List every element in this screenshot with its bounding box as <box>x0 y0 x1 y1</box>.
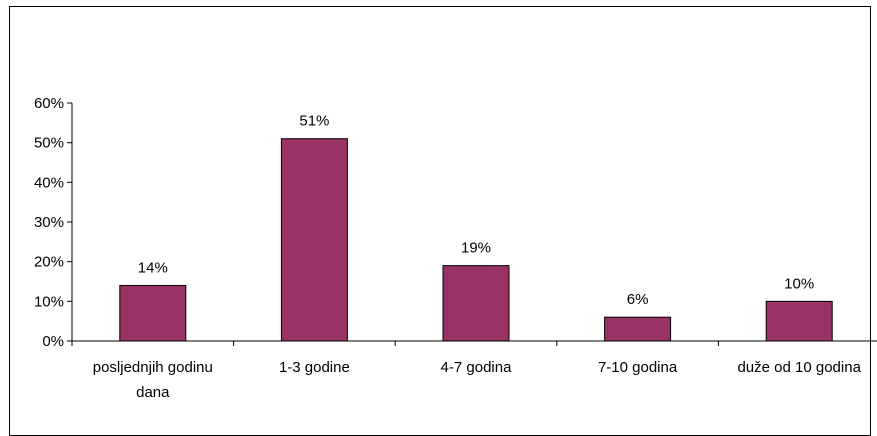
bar-value-label: 51% <box>299 113 329 130</box>
x-category-label: posljednjih godinu dana <box>93 359 213 401</box>
x-category-label-line: duže od 10 godina <box>737 359 861 376</box>
y-tick-label: 50% <box>34 135 64 152</box>
x-category-label-line: 1-3 godine <box>279 359 350 376</box>
x-category-label: 7-10 godina <box>598 359 678 376</box>
y-tick-label: 60% <box>34 95 64 112</box>
y-axis: 0% 10% 20% 30% 40% 50% 60% <box>34 95 73 350</box>
bar-value-label: 14% <box>138 259 168 276</box>
x-axis: posljednjih godinu dana 1-3 godine 4-7 godi… <box>71 340 877 401</box>
x-category-label: 4-7 godina <box>441 359 513 376</box>
bars <box>119 138 833 342</box>
chart-frame <box>9 6 871 436</box>
bar <box>119 284 187 342</box>
y-tick-label: 0% <box>42 333 64 350</box>
bar <box>765 300 833 342</box>
bar-value-label: 6% <box>627 291 649 308</box>
bar <box>280 138 348 342</box>
bar-value-label: 19% <box>461 240 491 257</box>
y-tick-label: 10% <box>34 293 64 310</box>
bar <box>442 265 510 342</box>
x-category-label-line: dana <box>136 384 170 401</box>
y-tick-label: 30% <box>34 214 64 231</box>
y-tick-label: 20% <box>34 254 64 271</box>
bar <box>604 316 672 342</box>
y-tick-label: 40% <box>34 174 64 191</box>
x-category-label: 1-3 godine <box>279 359 350 376</box>
x-category-label: duže od 10 godina <box>737 359 861 376</box>
x-category-label-line: posljednjih godinu <box>93 359 213 376</box>
x-category-label-line: 4-7 godina <box>441 359 513 376</box>
x-category-label-line: 7-10 godina <box>598 359 678 376</box>
bar-value-label: 10% <box>784 275 814 292</box>
data-labels: 14% 51% 19% 6% 10% <box>138 113 814 309</box>
bar-chart: 0% 10% 20% 30% 40% 50% 60% posljednjih godinu d… <box>34 95 877 401</box>
